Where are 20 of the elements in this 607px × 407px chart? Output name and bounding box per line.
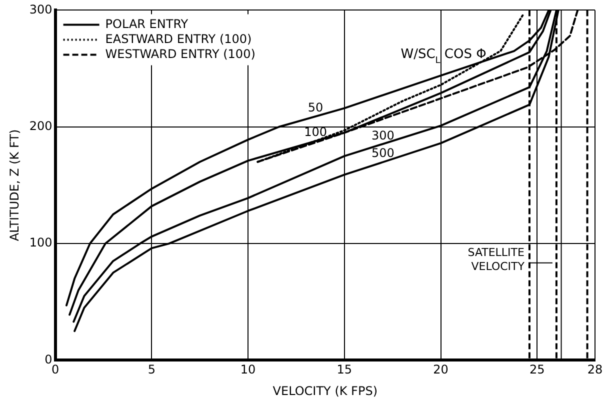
x-axis-title: VELOCITY (K FPS) (272, 384, 378, 398)
y-tick-label: 300 (29, 2, 52, 16)
annotation: 50 (308, 100, 324, 114)
y-tick-label: 200 (29, 118, 52, 133)
legend-label: EASTWARD ENTRY (100) (105, 32, 252, 46)
annotation: 100 (304, 124, 327, 139)
x-tick-label: 15 (336, 362, 352, 377)
x-tick-label: 28 (587, 362, 603, 377)
legend-label: WESTWARD ENTRY (100) (105, 46, 256, 61)
x-tick-label: 20 (433, 362, 448, 377)
x-tick-label: 5 (148, 362, 156, 377)
annotation: SATELLITE VELOCITY (468, 246, 525, 273)
y-tick-label: 100 (29, 236, 52, 250)
y-axis-title: ALTITUDE, Z (K FT) (7, 129, 22, 242)
y-tick-label: 0 (44, 352, 52, 366)
annotation: 500 (372, 146, 394, 160)
x-tick-label: 10 (240, 362, 256, 377)
legend-label: POLAR ENTRY (105, 16, 189, 31)
x-tick-label: 25 (530, 362, 545, 377)
annotation: 300 (372, 128, 394, 142)
